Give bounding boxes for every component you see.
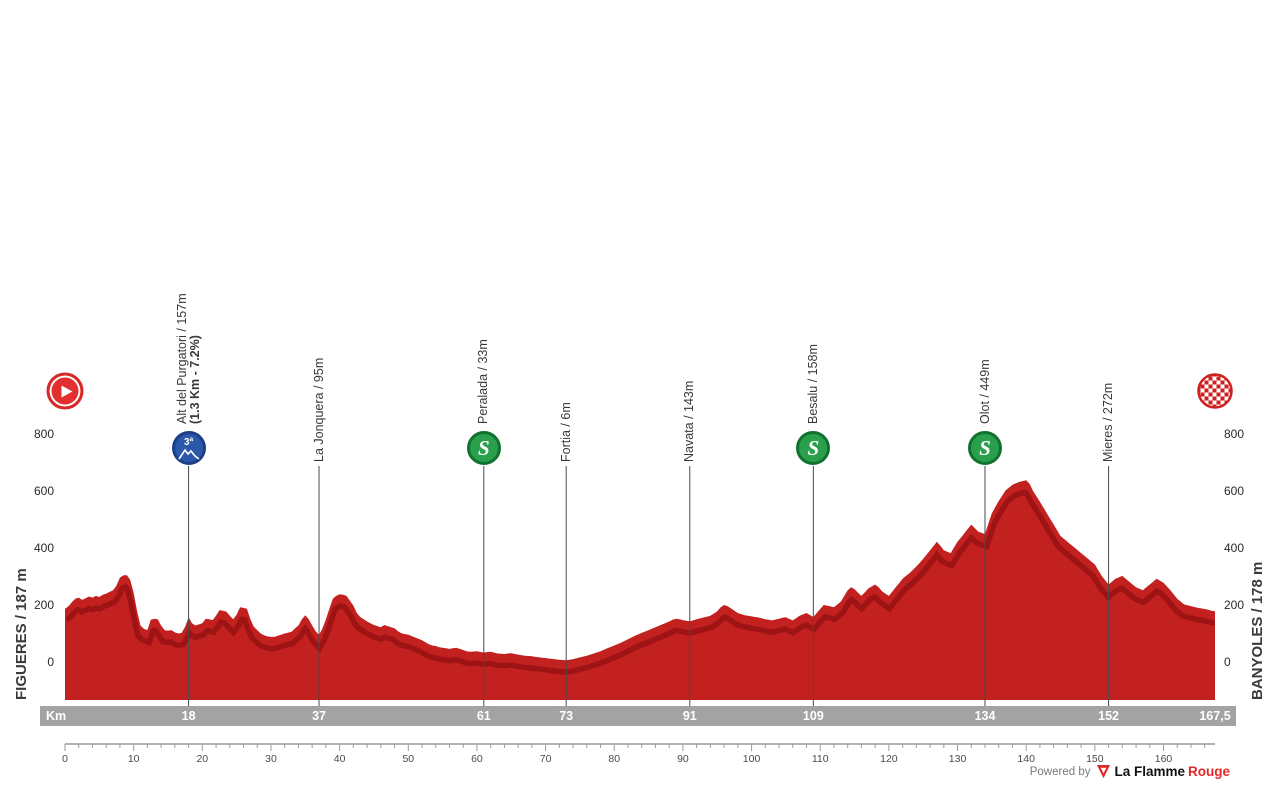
ruler-label: 40 <box>334 753 346 765</box>
waypoint-name: Peralada / 33m <box>476 339 491 424</box>
category-3-climb-icon: 3ª <box>171 431 206 465</box>
waypoint-name: Navata / 143m <box>682 380 697 462</box>
ruler-label: 100 <box>743 753 761 765</box>
start-location-label: FIGUERES / 187 m <box>13 568 30 700</box>
waypoint-label: La Jonquera / 95m <box>311 357 326 462</box>
waypoint-name: Fortia / 6m <box>558 402 573 462</box>
km-bar-value: 91 <box>682 709 697 723</box>
elevation-tick-right: 400 <box>1224 541 1245 555</box>
waypoint-label: Alt del Purgatori / 157m (1.3 Km - 7.2%) <box>174 293 202 424</box>
elevation-tick-left: 600 <box>33 484 54 498</box>
brand-name-red: Rouge <box>1188 764 1230 779</box>
sprint-icon: S <box>796 431 831 465</box>
waypoint-name: La Jonquera / 95m <box>311 357 326 462</box>
elevation-profile-area <box>65 480 1215 700</box>
waypoint-label: Peralada / 33m <box>476 339 491 424</box>
km-bar-unit-label: Km <box>46 709 67 723</box>
km-bar-value: 73 <box>559 709 574 723</box>
sprint-letter: S <box>807 435 820 460</box>
elevation-tick-right: 800 <box>1224 427 1245 441</box>
powered-by: Powered by La Flamme Rouge <box>1030 764 1230 779</box>
laflammerouge-triangle-icon <box>1097 764 1111 779</box>
finish-location-label: BANYOLES / 178 m <box>1249 561 1266 700</box>
ruler-label: 150 <box>1086 753 1104 765</box>
km-bar-total-distance: 167,5 <box>1199 709 1231 723</box>
ruler-label: 130 <box>949 753 967 765</box>
waypoint-label: Fortia / 6m <box>558 402 573 462</box>
km-bar-value: 18 <box>181 709 196 723</box>
km-bar-value: 109 <box>802 709 824 723</box>
waypoint-label: Besalu / 158m <box>805 344 820 424</box>
waypoint-name: Olot / 449m <box>977 359 992 424</box>
waypoint-label: Olot / 449m <box>977 359 992 424</box>
sprint-letter: S <box>979 435 991 460</box>
elevation-tick-left: 400 <box>33 541 54 555</box>
ruler-label: 160 <box>1155 753 1173 765</box>
laflammerouge-logo[interactable]: La Flamme Rouge <box>1096 764 1230 779</box>
ruler-label: 20 <box>196 753 208 765</box>
climb-category-text: 3ª <box>183 436 194 448</box>
ruler-label: 50 <box>402 753 414 765</box>
waypoint-name: Besalu / 158m <box>805 344 820 424</box>
play-triangle-icon <box>61 385 72 397</box>
ruler-label: 0 <box>62 753 68 765</box>
waypoint-name: Mieres / 272m <box>1101 382 1116 462</box>
sprint-icon: S <box>466 431 501 465</box>
ruler-label: 30 <box>265 753 277 765</box>
km-bar-value: 134 <box>974 709 996 723</box>
elevation-tick-left: 0 <box>47 655 54 669</box>
brand-name-black: La Flamme <box>1114 764 1185 779</box>
elevation-tick-right: 200 <box>1224 598 1245 612</box>
km-bar-value: 61 <box>476 709 491 723</box>
climb-detail: (1.3 Km - 7.2%) <box>187 335 202 424</box>
ruler-label: 60 <box>471 753 483 765</box>
elevation-tick-right: 0 <box>1224 655 1231 669</box>
ruler-label: 80 <box>608 753 620 765</box>
powered-by-text: Powered by <box>1029 765 1091 778</box>
ruler-label: 70 <box>540 753 552 765</box>
mountain-icon <box>177 448 200 460</box>
sprint-letter: S <box>477 435 490 460</box>
waypoint-label: Mieres / 272m <box>1101 382 1116 462</box>
elevation-tick-right: 600 <box>1224 484 1245 498</box>
km-bar-value: 152 <box>1098 709 1120 723</box>
ruler-label: 120 <box>880 753 898 765</box>
ruler-label: 110 <box>812 753 829 765</box>
sprint-icon: S <box>968 431 1002 465</box>
start-icon <box>46 372 84 410</box>
km-bar: Km 167,5 18 37 61 73 91 109 134 152 <box>40 706 1236 726</box>
ruler-label: 140 <box>1017 753 1035 765</box>
waypoint-name: Alt del Purgatori / 157m <box>174 293 189 424</box>
ruler-label: 10 <box>128 753 140 765</box>
elevation-tick-left: 200 <box>33 598 54 612</box>
waypoint-label: Navata / 143m <box>682 380 697 462</box>
ruler-label: 90 <box>677 753 689 765</box>
elevation-tick-left: 800 <box>33 427 54 441</box>
km-bar-value: 37 <box>312 709 326 723</box>
finish-icon <box>1197 373 1234 410</box>
checkered-flag-icon <box>1197 373 1233 409</box>
